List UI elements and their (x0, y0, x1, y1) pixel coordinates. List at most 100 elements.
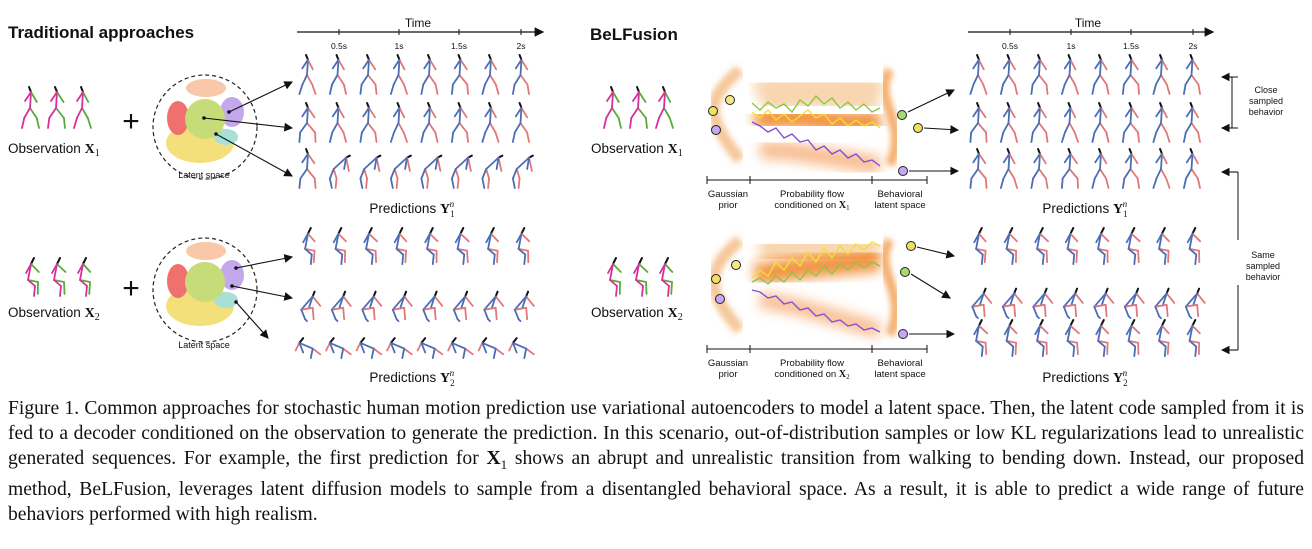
flow-label-1a: Probability flow (780, 189, 844, 200)
close-behavior-label-1: Close (1254, 85, 1277, 95)
right-observation-2-skeletons (607, 257, 674, 297)
skeleton-figure (1122, 102, 1140, 143)
skeleton-figure (1030, 148, 1049, 189)
right-pred1-label: Predictions Y1n (1042, 199, 1127, 219)
skeleton-figure (1186, 227, 1202, 266)
skeleton-figure (1122, 54, 1140, 95)
left-tick-1: 1s (395, 41, 404, 51)
skeleton-figure (416, 337, 444, 360)
right-predictions-2-grid (971, 227, 1206, 358)
skeleton-figure (363, 227, 378, 266)
skeleton-figure (1061, 54, 1079, 95)
skeleton-figure (1154, 287, 1176, 320)
skeleton-figure (1000, 54, 1018, 95)
behavioral-label-2a: Behavioral (878, 358, 923, 369)
skeleton-figure (1062, 287, 1084, 320)
skeleton-figure (420, 102, 439, 143)
skeleton-figure (1061, 102, 1079, 143)
skeleton-figure (1003, 227, 1018, 266)
right-observation-1-skeletons (603, 86, 674, 129)
skeleton-figure (298, 54, 317, 95)
skeleton-figure (294, 337, 322, 360)
skeleton-figure (359, 54, 378, 95)
caption-math: X (486, 448, 501, 469)
skeleton-figure (389, 54, 408, 95)
skeleton-figure (481, 102, 500, 143)
behavior-sample-green-2 (900, 267, 910, 277)
diffusion-panel-1 (706, 65, 960, 184)
skeleton-figure (359, 154, 382, 189)
behavior-sample-green-1 (897, 110, 907, 120)
behavior-sample-purple-1 (898, 166, 908, 176)
skeleton-figure (391, 290, 413, 323)
left-tick-2: 1.5s (451, 41, 467, 51)
caption-part-2: shows an abrupt and unrealistic transiti… (8, 448, 1304, 525)
skeleton-figure (1156, 227, 1170, 266)
flow-label-1b: conditioned on X1 (774, 200, 850, 212)
skeleton-figure (1091, 54, 1110, 95)
left-tick-0: 0.5s (331, 41, 347, 51)
skeleton-figure (302, 227, 316, 266)
skeleton-figure (655, 86, 674, 129)
flow-path-yellow-1 (751, 108, 881, 129)
flow-path-purple-2 (751, 289, 881, 333)
left-timeline: Time 0.5s 1s 1.5s 2s (297, 16, 545, 51)
right-tick-1: 1s (1067, 41, 1076, 51)
skeleton-figure (481, 54, 500, 95)
gaussian-prior-label-2b: prior (718, 369, 737, 380)
skeleton-figure (298, 148, 317, 189)
skeleton-figure (1095, 319, 1110, 358)
skeleton-figure (603, 86, 622, 129)
skeleton-figure (325, 337, 352, 360)
left-predictions-2-grid (294, 227, 535, 360)
flow-label-2a: Probability flow (780, 358, 844, 369)
skeleton-figure (450, 154, 473, 189)
skeleton-figure (452, 290, 474, 323)
skeleton-figure (512, 102, 530, 143)
skeleton-figure (420, 54, 439, 95)
skeleton-figure (1125, 227, 1141, 266)
right-tick-0: 0.5s (1002, 41, 1018, 51)
skeleton-figure (330, 290, 352, 323)
latent-space-2-label: Latent space (178, 340, 230, 350)
right-timeline: Time 0.5s 1s 1.5s 2s (968, 16, 1215, 51)
skeleton-figure (633, 257, 649, 297)
flow-path-green-2 (751, 261, 881, 285)
close-behavior-label-3: behavior (1249, 107, 1284, 117)
skeleton-figure (1095, 227, 1110, 266)
behavioral-label-2b: latent space (874, 369, 925, 380)
gaussian-prior-label-1a: Gaussian (708, 189, 748, 200)
skeleton-figure (389, 154, 412, 189)
skeleton-figure (386, 337, 413, 360)
gaussian-sample-yellow-2 (731, 260, 741, 270)
skeleton-figure (1125, 319, 1141, 358)
skeleton-figure (1183, 148, 1201, 189)
skeleton-figure (512, 54, 530, 95)
skeleton-figure (1030, 102, 1049, 143)
skeleton-figure (1184, 287, 1206, 320)
skeleton-figure (393, 227, 408, 266)
latent-space-2 (152, 237, 294, 343)
skeleton-figure (1183, 102, 1201, 143)
gaussian-sample-green-1 (725, 95, 735, 105)
behavior-sample-yellow-1 (913, 123, 923, 133)
skeleton-figure (21, 86, 40, 129)
right-obs1-label: Observation X1 (591, 141, 683, 159)
right-obs2-label: Observation X2 (591, 305, 683, 323)
skeleton-figure (450, 54, 469, 95)
skeleton-figure (1061, 148, 1079, 189)
skeleton-figure (477, 337, 505, 360)
skeleton-figure (25, 257, 40, 297)
left-tick-marks (338, 29, 522, 35)
skeleton-figure (1030, 54, 1049, 95)
skeleton-figure (450, 102, 469, 143)
skeleton-figure (1152, 102, 1171, 143)
right-pred2-label: Predictions Y2n (1042, 368, 1127, 388)
skeleton-figure (332, 227, 347, 266)
left-panel-title: Traditional approaches (8, 23, 194, 42)
figure-1: Traditional approaches Time 0.5s 1s 1.5s… (8, 16, 1284, 388)
skeleton-figure (300, 290, 322, 323)
gaussian-sample-purple-1 (711, 125, 721, 135)
skeleton-figure (1091, 148, 1110, 189)
skeleton-figure (420, 154, 443, 189)
